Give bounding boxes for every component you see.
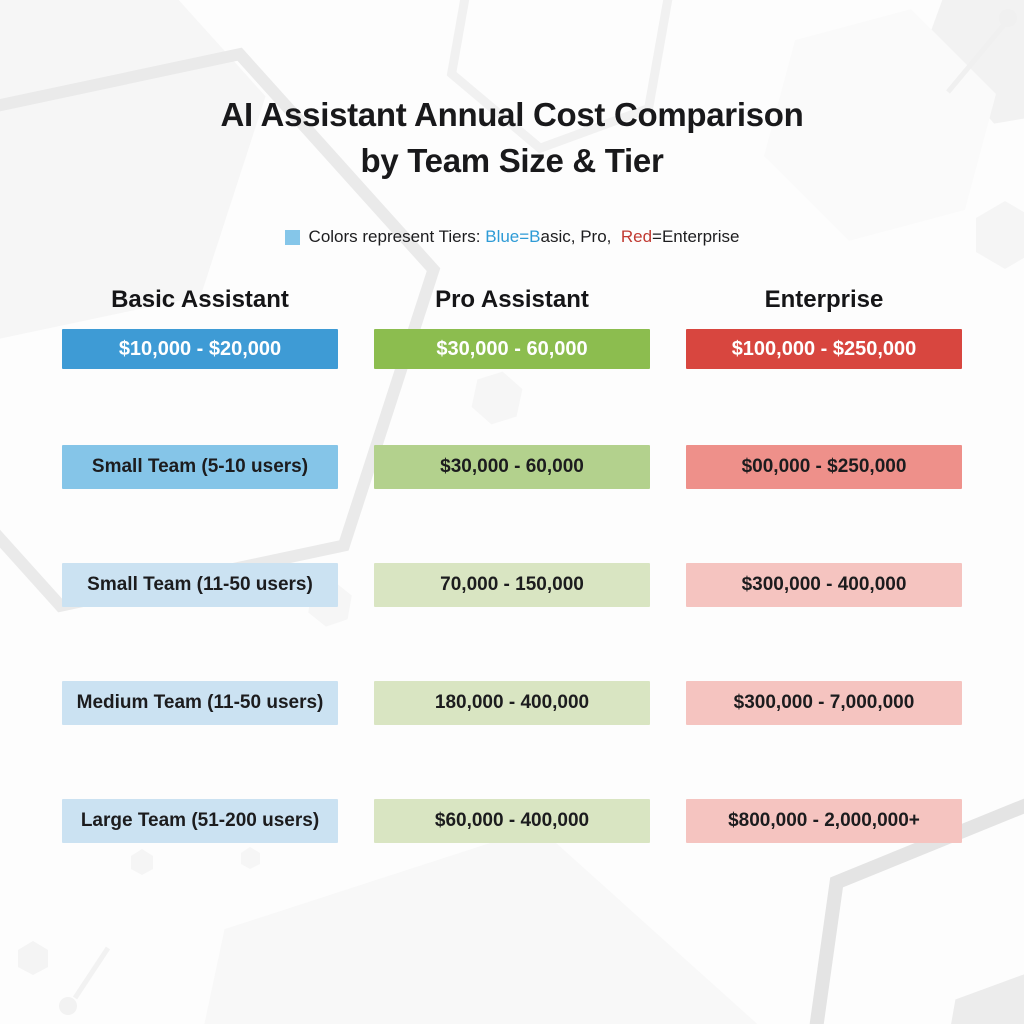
legend: Colors represent Tiers: Blue=B asic, Pro,…	[0, 227, 1024, 247]
legend-text-middle: asic, Pro,	[540, 227, 621, 246]
hexagon-decoration	[446, 0, 674, 154]
legend-blue-label: Blue=B	[485, 227, 541, 246]
price-range-basic: $10,000 - $20,000	[62, 329, 338, 369]
page-title: AI Assistant Annual Cost Comparison by T…	[0, 92, 1024, 184]
cell-row1-pro: $30,000 - 60,000	[374, 445, 650, 489]
hexagon-decoration	[764, 9, 996, 241]
cell-row4-pro: $60,000 - 400,000	[374, 799, 650, 843]
hexagon-decoration	[131, 849, 153, 875]
cell-row1-enterprise: $00,000 - $250,000	[686, 445, 962, 489]
column-header-pro: Pro Assistant	[435, 286, 589, 313]
title-line-1: AI Assistant Annual Cost Comparison	[220, 96, 804, 133]
comparison-table: Basic Assistant Pro Assistant Enterprise…	[62, 286, 962, 843]
hexagon-decoration	[792, 774, 1024, 1024]
column-header-basic: Basic Assistant	[111, 286, 289, 313]
hexagon-decoration	[926, 0, 1024, 124]
cell-row4-basic: Large Team (51-200 users)	[62, 799, 338, 843]
table-row: Large Team (51-200 users) $60,000 - 400,…	[62, 799, 962, 843]
title-line-2: by Team Size & Tier	[360, 142, 664, 180]
price-range-enterprise: $100,000 - $250,000	[686, 329, 962, 369]
hexagon-decoration	[976, 201, 1024, 269]
hexagon-decoration	[241, 847, 260, 869]
legend-text-prefix: Colors represent Tiers:	[308, 227, 486, 246]
hexagon-decoration	[0, 47, 441, 613]
blue-square-icon	[284, 229, 300, 245]
column-header-enterprise: Enterprise	[764, 286, 884, 313]
hexagon-decoration	[0, 0, 266, 340]
cell-row2-pro: 70,000 - 150,000	[374, 563, 650, 607]
table-row: Medium Team (11-50 users) 180,000 - 400,…	[62, 681, 962, 725]
hexagon-decoration	[18, 941, 48, 975]
column-headers-row: Basic Assistant Pro Assistant Enterprise	[62, 286, 962, 314]
node-dot-decoration	[999, 9, 1017, 27]
price-range-pro: $30,000 - 60,000	[374, 329, 650, 369]
cell-row4-enterprise: $800,000 - 2,000,000+	[686, 799, 962, 843]
cell-row1-basic: Small Team (5-10 users)	[62, 445, 338, 489]
cell-row3-basic: Medium Team (11-50 users)	[62, 681, 338, 725]
table-row: Small Team (11-50 users) 70,000 - 150,00…	[62, 563, 962, 607]
cell-row2-basic: Small Team (11-50 users)	[62, 563, 338, 607]
cell-row3-pro: 180,000 - 400,000	[374, 681, 650, 725]
cell-row3-enterprise: $300,000 - 7,000,000	[686, 681, 962, 725]
table-row: Small Team (5-10 users) $30,000 - 60,000…	[62, 445, 962, 489]
cell-row2-enterprise: $300,000 - 400,000	[686, 563, 962, 607]
legend-red-label: Red	[620, 227, 653, 246]
connector-line-decoration	[946, 18, 1010, 94]
connector-line-decoration	[72, 946, 111, 1000]
hexagon-decoration	[471, 371, 523, 425]
price-range-header-row: $10,000 - $20,000 $30,000 - 60,000 $100,…	[62, 329, 962, 369]
hexagon-decoration	[155, 827, 785, 1024]
legend-text-suffix: =Enterprise	[652, 227, 740, 246]
node-dot-decoration	[59, 997, 77, 1015]
